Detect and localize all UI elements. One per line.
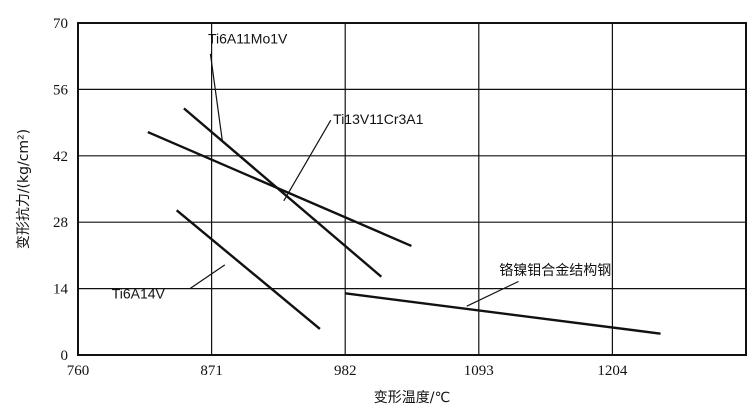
series-line-2 xyxy=(175,209,321,330)
series-labels: Ti6A11Mo1V Ti13V11Cr3A1 Ti6A14V 铬镍钼合金结构钢 xyxy=(112,30,611,307)
series-label-ti6a11mo1v: Ti6A11Mo1V xyxy=(208,30,288,46)
series-label-steel: 铬镍钼合金结构钢 xyxy=(499,262,611,278)
series-line-1 xyxy=(147,130,412,248)
x-tick-label: 760 xyxy=(67,363,90,379)
leader-ti6a14v xyxy=(189,264,226,290)
grid xyxy=(78,23,746,355)
leader-steel xyxy=(466,280,519,307)
y-tick-label: 56 xyxy=(53,82,69,98)
series-label-ti6a14v: Ti6A14V xyxy=(112,286,166,302)
y-tick-label: 14 xyxy=(53,282,69,298)
y-tick-label: 0 xyxy=(61,348,69,364)
x-tick-label: 871 xyxy=(200,363,223,379)
plot-frame xyxy=(77,22,747,356)
leader-ti13v11cr3a1 xyxy=(283,119,332,202)
series-lines xyxy=(147,107,661,335)
x-axis-title: 变形温度/℃ xyxy=(374,390,450,406)
leader-ti6a11mo1v xyxy=(209,53,224,142)
x-tick-label: 1093 xyxy=(464,363,494,379)
y-axis-title: 变形抗力/(kg/cm²) xyxy=(16,129,32,249)
x-tick-label: 982 xyxy=(334,363,357,379)
tick-labels: 760 871 982 1093 1204 0 14 28 42 56 70 xyxy=(53,16,628,379)
series-label-ti13v11cr3a1: Ti13V11Cr3A1 xyxy=(333,111,423,127)
y-tick-label: 70 xyxy=(53,16,68,32)
y-tick-label: 28 xyxy=(53,215,68,231)
series-line-0 xyxy=(183,107,383,278)
y-tick-label: 42 xyxy=(53,149,68,165)
series-line-3 xyxy=(345,292,661,335)
x-tick-label: 1204 xyxy=(597,363,628,379)
